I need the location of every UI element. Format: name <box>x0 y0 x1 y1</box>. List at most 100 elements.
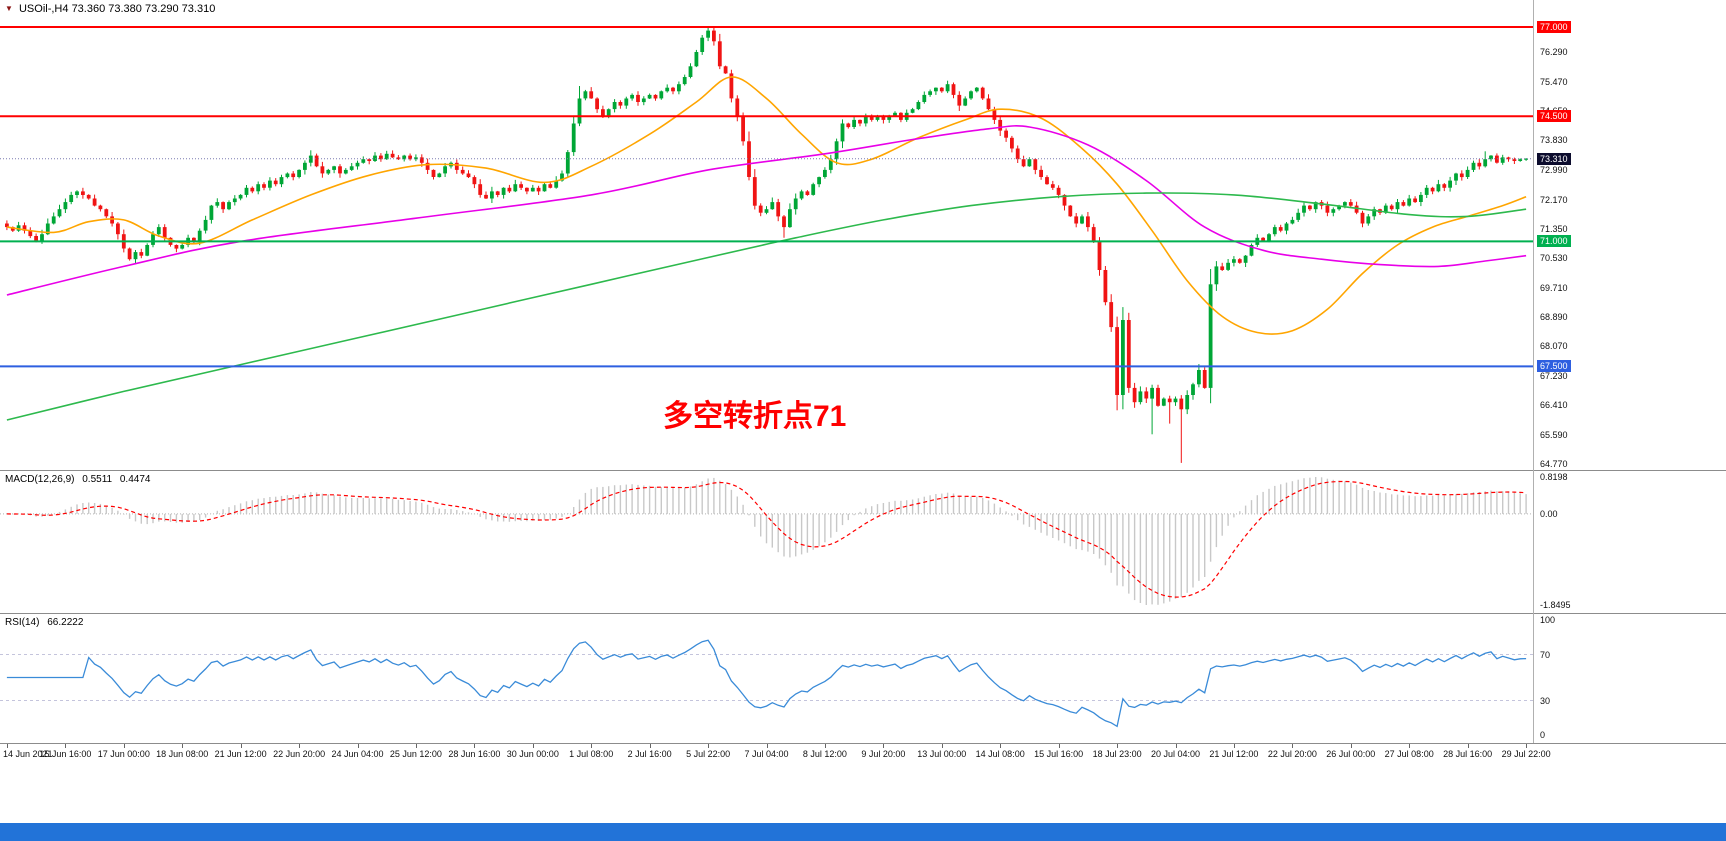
time-axis-tick <box>649 744 651 748</box>
candle-body <box>419 157 424 163</box>
candle-body <box>1050 184 1055 188</box>
price-tick-label: 64.770 <box>1540 459 1568 469</box>
candle-body <box>92 198 97 206</box>
time-axis-label: 28 Jun 16:00 <box>448 749 501 759</box>
candle-body <box>396 157 401 160</box>
time-axis-tick <box>240 744 242 748</box>
panel-splitter[interactable] <box>0 613 1726 614</box>
candle-body <box>1045 177 1049 185</box>
price-tick-label: 72.170 <box>1540 194 1568 205</box>
candle-body <box>1161 398 1166 406</box>
candle-body <box>951 84 956 95</box>
candle-body <box>1448 180 1452 188</box>
candle-body <box>1109 302 1114 328</box>
time-axis-tick <box>824 744 826 748</box>
candle-body <box>577 98 582 124</box>
candle-body <box>653 94 658 99</box>
ohlc-readout: 73.360 73.380 73.290 73.310 <box>71 3 216 15</box>
candle-body <box>414 157 418 160</box>
time-axis-tick <box>766 744 768 748</box>
candle-body <box>1138 391 1143 403</box>
candle-body <box>846 123 851 128</box>
time-axis-tick <box>182 744 184 748</box>
candle-body <box>256 184 261 192</box>
time-axis-tick <box>1350 744 1352 748</box>
candle-body <box>262 184 266 188</box>
candle-body <box>717 41 722 67</box>
candle-body <box>630 94 634 99</box>
candle-body <box>1080 216 1084 224</box>
candle-body <box>1191 384 1195 395</box>
candle-body <box>343 169 348 174</box>
price-axis[interactable]: 76.29075.47074.65073.83072.99072.17071.3… <box>1534 0 1726 470</box>
candle-body <box>1512 159 1517 161</box>
candle-body <box>554 180 559 188</box>
candle-body <box>1401 202 1406 206</box>
candle-body <box>916 102 921 110</box>
candle-body <box>1237 259 1242 263</box>
macd-axis[interactable]: 0.8198 0.00 -1.8495 <box>1534 471 1726 613</box>
candle-body <box>1115 327 1119 395</box>
candle-body <box>209 205 214 220</box>
rsi-axis-label: 0 <box>1540 730 1546 740</box>
candle-body <box>1459 173 1464 178</box>
candle-body <box>355 162 360 167</box>
level-badge: 67.500 <box>1537 360 1571 373</box>
candle-body <box>472 177 477 185</box>
candle-body <box>1121 320 1125 395</box>
rsi-panel[interactable] <box>0 614 1533 743</box>
candle-body <box>45 223 50 235</box>
footer-bar <box>0 823 1726 841</box>
candle-body <box>881 116 886 120</box>
level-badge: 74.500 <box>1537 110 1571 123</box>
candle-body <box>1179 398 1184 410</box>
candle-body <box>1126 320 1131 388</box>
candle-body <box>1197 370 1201 385</box>
candle-body <box>460 169 465 174</box>
candle-body <box>863 116 868 124</box>
candle-body <box>1465 169 1470 177</box>
candle-body <box>81 191 85 195</box>
candle-body <box>110 216 114 224</box>
ma-mid-line <box>6 125 1527 296</box>
time-axis-label: 21 Jul 12:00 <box>1209 749 1259 759</box>
panel-splitter[interactable] <box>0 743 1726 744</box>
candle-body <box>1395 202 1400 210</box>
rsi-axis-label: 30 <box>1540 695 1551 706</box>
rsi-axis[interactable]: 100 70 30 0 <box>1534 614 1726 743</box>
time-axis-label: 22 Jun 20:00 <box>273 749 326 759</box>
price-axis-separator <box>1533 0 1534 743</box>
time-axis-tick <box>1058 744 1060 748</box>
time-axis-tick <box>591 744 593 748</box>
candle-body <box>636 94 640 102</box>
candle-body <box>776 202 781 217</box>
candle-body <box>1430 187 1435 192</box>
candle-body <box>1360 212 1365 224</box>
time-axis-label: 20 Jul 04:00 <box>1150 749 1201 759</box>
time-axis-tick <box>1526 744 1528 748</box>
price-tick-label: 68.890 <box>1540 311 1568 322</box>
candle-body <box>34 236 38 242</box>
candle-body <box>1167 398 1172 403</box>
candle-body <box>747 141 751 177</box>
candle-body <box>1272 227 1277 235</box>
rsi-axis-label: 100 <box>1540 615 1556 625</box>
macd-panel[interactable] <box>0 471 1533 613</box>
time-axis-label: 15 Jun 16:00 <box>39 749 92 759</box>
macd-axis-label: 0.8198 <box>1540 472 1568 482</box>
candle-body <box>116 223 120 235</box>
candle-body <box>875 116 880 120</box>
macd-signal-value: 0.4474 <box>119 474 151 485</box>
rsi-name: RSI(14) <box>5 617 40 628</box>
candle-body <box>1413 198 1417 203</box>
candle-body <box>782 216 786 228</box>
price-tick-label: 76.290 <box>1540 47 1568 58</box>
candle-body <box>677 84 681 92</box>
candle-body <box>431 169 436 177</box>
candle-body <box>986 98 991 110</box>
panel-splitter[interactable] <box>0 470 1726 471</box>
time-axis-label: 7 Jul 04:00 <box>744 749 789 759</box>
time-axis[interactable]: 14 Jun 2021 15 Jun 16:00 17 Jun 00:00 18 Ju… <box>0 744 1726 762</box>
price-chart-panel[interactable] <box>0 0 1533 470</box>
time-axis-label: 13 Jul 00:00 <box>917 749 967 759</box>
